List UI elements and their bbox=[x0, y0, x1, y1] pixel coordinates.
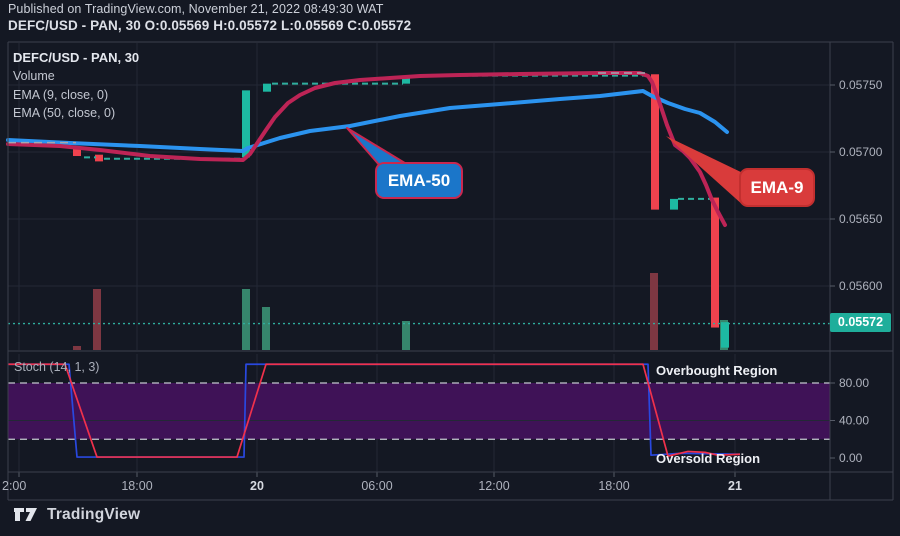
time-axis-label: 20 bbox=[250, 479, 264, 493]
stoch-band bbox=[8, 383, 830, 440]
candle-down bbox=[711, 197, 719, 328]
volume-bar bbox=[242, 289, 250, 350]
time-axis-label: 06:00 bbox=[361, 479, 392, 493]
candle-down bbox=[95, 154, 103, 162]
volume-bar bbox=[402, 321, 410, 350]
overbought-region-label: Overbought Region bbox=[656, 363, 778, 378]
footer-bar: TradingView bbox=[13, 505, 140, 525]
volume-bar bbox=[262, 307, 270, 350]
stoch-axis-label: 40.00 bbox=[839, 414, 869, 428]
tradingview-brand-text[interactable]: TradingView bbox=[47, 506, 141, 523]
stoch-k-line bbox=[8, 363, 741, 458]
time-axis-label: 12:00 bbox=[478, 479, 509, 493]
time-axis-label: 18:00 bbox=[121, 479, 152, 493]
ema50-callout[interactable]: EMA-50 bbox=[375, 162, 463, 199]
oversold-region-label: Oversold Region bbox=[656, 451, 761, 466]
stoch-indicator-label[interactable]: Stoch (14, 1, 3) bbox=[14, 360, 100, 374]
time-axis-label: 21 bbox=[728, 479, 742, 493]
time-axis-label: 2:00 bbox=[2, 479, 26, 493]
candle-up bbox=[263, 83, 271, 92]
volume-bar bbox=[73, 346, 81, 350]
candle-up bbox=[670, 198, 678, 210]
ema9-callout-pointer bbox=[666, 136, 747, 206]
volume-bar bbox=[650, 273, 658, 350]
volume-bar bbox=[93, 289, 101, 350]
legend-volume[interactable]: Volume bbox=[13, 69, 55, 83]
candle-down bbox=[73, 146, 81, 157]
price-axis-label: 0.05650 bbox=[839, 212, 883, 226]
legend-symbol[interactable]: DEFC/USD - PAN, 30 bbox=[13, 50, 140, 65]
legend-ema9[interactable]: EMA (9, close, 0) bbox=[13, 87, 109, 102]
symbol-ohlc-line: DEFC/USD - PAN, 30 O:0.05569 H:0.05572 L… bbox=[8, 18, 412, 33]
candle-up bbox=[402, 75, 410, 84]
stoch-axis-label: 0.00 bbox=[839, 451, 863, 465]
price-axis-label: 0.05600 bbox=[839, 279, 883, 293]
stoch-d-line bbox=[8, 363, 741, 458]
candle-down bbox=[651, 74, 659, 210]
price-axis-label: 0.05700 bbox=[839, 145, 883, 159]
chart-legend: DEFC/USD - PAN, 30 Volume EMA (9, close,… bbox=[13, 49, 139, 123]
stoch-axis-label: 80.00 bbox=[839, 376, 869, 390]
ema9-line bbox=[6, 71, 727, 227]
candle-up bbox=[721, 322, 729, 348]
last-price-badge: 0.05572 bbox=[830, 313, 891, 332]
published-line: Published on TradingView.com, November 2… bbox=[8, 2, 384, 16]
ema50-line bbox=[6, 89, 729, 153]
candle-up bbox=[242, 90, 250, 158]
tradingview-logo-icon[interactable] bbox=[13, 505, 40, 525]
ema9-callout[interactable]: EMA-9 bbox=[739, 168, 815, 207]
time-axis-label: 18:00 bbox=[598, 479, 629, 493]
legend-ema50[interactable]: EMA (50, close, 0) bbox=[13, 106, 116, 120]
price-axis-label: 0.05750 bbox=[839, 78, 883, 92]
